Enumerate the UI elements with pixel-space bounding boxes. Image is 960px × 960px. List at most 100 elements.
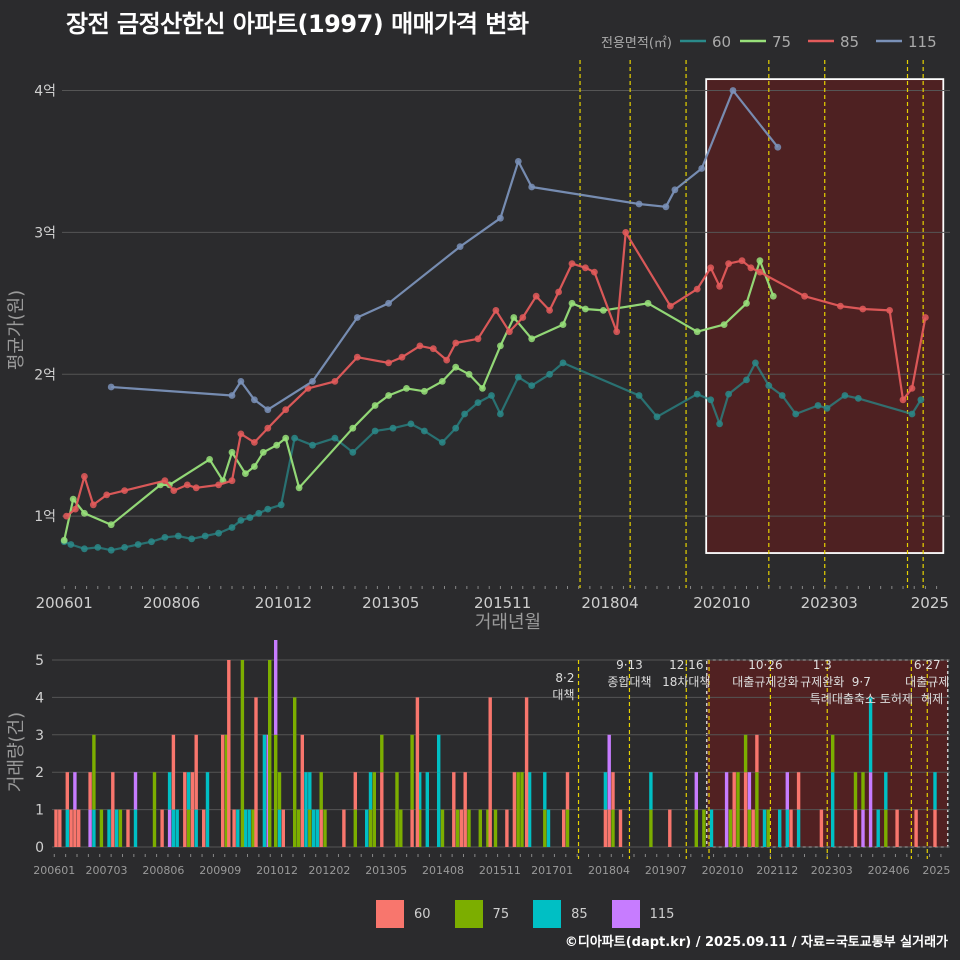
point-85 xyxy=(192,484,200,492)
volume-bar xyxy=(88,809,92,847)
point-60 xyxy=(841,392,849,399)
point-85 xyxy=(532,292,540,300)
annotation-date: 12·16 xyxy=(669,658,703,672)
volume-bar xyxy=(437,772,441,847)
point-85 xyxy=(555,288,562,296)
point-75 xyxy=(421,387,428,395)
volume-bar xyxy=(785,809,789,847)
point-75 xyxy=(644,299,652,307)
volume-bar xyxy=(194,809,198,847)
volume-bar xyxy=(58,809,62,847)
x-tick-label: 202010 xyxy=(693,594,750,612)
volume-bar xyxy=(789,809,793,847)
point-75 xyxy=(510,314,518,321)
volume-bar xyxy=(221,734,225,847)
volume-bar xyxy=(543,809,547,847)
volume-bar xyxy=(308,772,312,810)
volume-bar xyxy=(152,772,157,810)
volume-bar xyxy=(167,772,172,810)
volume-bar xyxy=(425,809,429,847)
point-85 xyxy=(837,302,844,310)
volume-bar xyxy=(186,809,191,847)
volume-bar xyxy=(611,772,615,810)
point-60 xyxy=(917,396,925,404)
series-line-75 xyxy=(63,259,775,541)
point-85 xyxy=(582,264,589,272)
point-60 xyxy=(228,524,236,531)
volume-bar xyxy=(562,809,566,847)
annotation-date: 6·27 xyxy=(914,658,941,672)
point-60 xyxy=(331,434,339,442)
point-85 xyxy=(103,491,111,499)
point-85 xyxy=(546,307,553,314)
point-115 xyxy=(251,396,258,404)
x-tick-label: 201408 xyxy=(422,864,464,877)
annotation-date: 8·2 xyxy=(555,671,574,685)
point-75 xyxy=(259,448,267,456)
volume-bar xyxy=(183,772,187,847)
volume-bar xyxy=(224,734,229,773)
x-tick-label: 201511 xyxy=(474,594,531,612)
x-tick-label: 201012 xyxy=(255,594,312,612)
volume-bar xyxy=(607,809,611,847)
x-tick-label: 202112 xyxy=(756,864,798,877)
series-line-85 xyxy=(65,231,927,517)
point-85 xyxy=(859,305,867,313)
volume-bar xyxy=(133,772,138,810)
x-tick-label: 202303 xyxy=(801,594,858,612)
annotation-text: 대출규제 xyxy=(905,675,949,689)
volume-bar xyxy=(425,772,429,810)
point-85 xyxy=(613,328,621,336)
volume-bar xyxy=(607,734,611,810)
volume-bar xyxy=(933,772,937,810)
point-75 xyxy=(81,509,88,517)
point-60 xyxy=(559,359,567,367)
volume-bar xyxy=(743,772,748,847)
volume-chart: 0 1 2 3 4 5 거래량(건) 8·2 대책 9·13 종합대책 12·16 18차대책 10·26… xyxy=(6,640,950,877)
volume-bar xyxy=(274,734,278,847)
annotation-text: 대책 xyxy=(552,687,574,702)
volume-bar xyxy=(459,809,464,847)
volume-bar xyxy=(175,809,179,847)
point-75 xyxy=(403,385,410,392)
x-tick-label: 201305 xyxy=(365,864,407,877)
volume-bar xyxy=(512,772,517,847)
point-85 xyxy=(506,328,513,336)
volume-bar xyxy=(694,772,698,810)
point-85 xyxy=(899,396,907,404)
volume-bar xyxy=(380,734,384,773)
point-115 xyxy=(228,392,236,399)
volume-bar xyxy=(702,809,706,847)
legend-label-85: 85 xyxy=(571,906,588,922)
point-85 xyxy=(492,307,500,314)
volume-bar xyxy=(755,734,759,773)
volume-bar xyxy=(724,772,729,847)
point-60 xyxy=(488,392,495,399)
point-85 xyxy=(353,353,361,361)
point-115 xyxy=(662,203,670,211)
point-85 xyxy=(215,481,223,489)
volume-bar xyxy=(747,772,752,810)
annotation-date: 9·7 xyxy=(852,675,871,689)
volume-bar xyxy=(277,809,282,847)
volume-bar xyxy=(853,809,858,847)
volume-bar xyxy=(399,809,403,847)
volume-bar xyxy=(488,697,492,847)
volume-bar xyxy=(353,809,357,847)
x-tick-label: 200703 xyxy=(86,864,128,877)
point-115 xyxy=(264,406,272,414)
point-115 xyxy=(671,186,679,194)
point-75 xyxy=(438,378,446,385)
legend-label-115: 115 xyxy=(649,906,675,922)
point-115 xyxy=(514,158,522,165)
volume-bar xyxy=(611,809,615,847)
volume-bar xyxy=(868,772,873,847)
point-115 xyxy=(237,378,245,385)
volume-bar xyxy=(190,772,195,810)
point-75 xyxy=(282,434,290,442)
x-axis-label: 거래년월 xyxy=(475,612,541,633)
volume-bar xyxy=(73,772,77,810)
volume-bar xyxy=(728,809,733,847)
volume-bar xyxy=(861,809,865,847)
footer-credit: ©디아파트(dapt.kr) / 2025.09.11 / 자료=국토교통부 실… xyxy=(564,935,948,950)
